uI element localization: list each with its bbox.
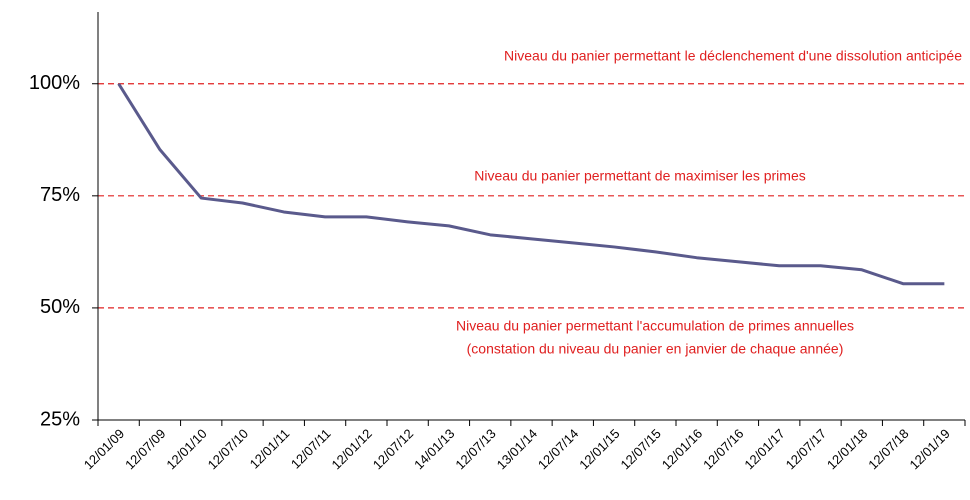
- annotation: Niveau du panier permettant l'accumulati…: [456, 318, 854, 334]
- x-tick-label: 12/07/10: [205, 426, 251, 472]
- x-tick-label: 12/07/18: [865, 426, 911, 472]
- annotation: (constation du niveau du panier en janvi…: [467, 341, 844, 357]
- x-tick-label: 12/07/14: [535, 426, 581, 472]
- y-tick-label: 75%: [40, 184, 80, 206]
- x-tick-label: 14/01/13: [411, 426, 457, 472]
- annotation: Niveau du panier permettant de maximiser…: [474, 168, 805, 184]
- y-tick-label: 50%: [40, 296, 80, 318]
- x-tick-label: 12/01/15: [576, 426, 622, 472]
- x-tick-label: 12/07/09: [122, 426, 168, 472]
- y-tick-label: 25%: [40, 408, 80, 430]
- x-tick-label: 12/01/18: [824, 426, 870, 472]
- x-tick-label: 12/07/17: [783, 426, 829, 472]
- x-tick-label: 12/01/16: [659, 426, 705, 472]
- x-tick-label: 12/07/11: [288, 426, 334, 472]
- data-line: [117, 82, 945, 286]
- x-tick-label: 12/07/16: [700, 426, 746, 472]
- x-tick-label: 12/01/17: [741, 426, 787, 472]
- x-tick-label: 13/01/14: [494, 426, 540, 472]
- x-tick-label: 12/01/12: [329, 426, 375, 472]
- y-tick-label: 100%: [29, 72, 80, 94]
- x-tick-label: 12/01/09: [81, 426, 127, 472]
- x-tick-label: 12/07/15: [618, 426, 664, 472]
- x-tick-label: 12/01/19: [907, 426, 953, 472]
- x-tick-label: 12/01/10: [163, 426, 209, 472]
- x-tick-label: 12/01/11: [247, 426, 293, 472]
- x-tick-label: 12/07/13: [452, 426, 498, 472]
- annotation: Niveau du panier permettant le déclenche…: [504, 47, 962, 63]
- x-tick-label: 12/07/12: [370, 426, 416, 472]
